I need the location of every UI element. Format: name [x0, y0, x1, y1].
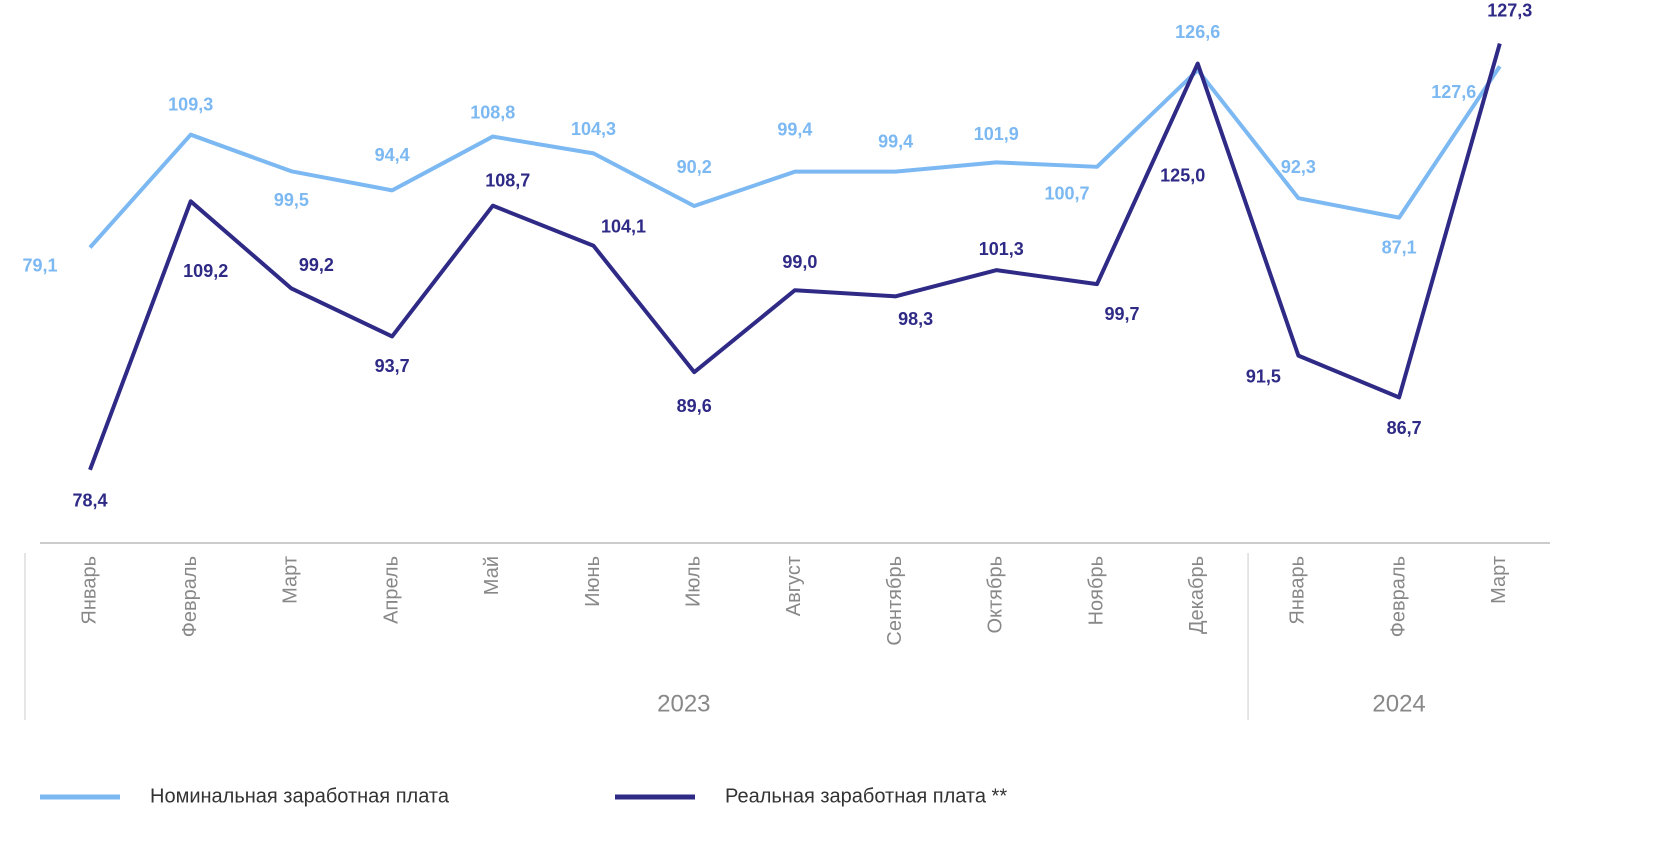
data-label: 93,7: [375, 356, 410, 376]
data-label: 127,3: [1487, 0, 1532, 20]
x-tick-label: Январь: [1287, 556, 1309, 625]
x-tick-label: Сентябрь: [884, 556, 906, 646]
x-tick-label: Ноябрь: [1085, 556, 1107, 625]
data-label: 94,4: [375, 145, 410, 165]
data-label: 104,3: [571, 119, 616, 139]
data-label: 99,5: [274, 190, 309, 210]
data-label: 99,7: [1104, 304, 1139, 324]
data-label: 100,7: [1044, 184, 1089, 204]
x-tick-label: Май: [481, 556, 503, 595]
data-label: 79,1: [22, 255, 57, 275]
x-tick-label: Август: [783, 556, 805, 616]
data-label: 99,4: [878, 131, 913, 151]
data-label: 101,9: [974, 124, 1019, 144]
x-tick-label: Январь: [78, 556, 100, 625]
legend-label: Номинальная заработная плата: [150, 785, 450, 807]
series-line: [88, 65, 1502, 249]
data-label: 109,2: [183, 261, 228, 281]
data-label: 104,1: [601, 217, 646, 237]
x-tick-label: Декабрь: [1186, 556, 1208, 634]
data-label: 91,5: [1246, 366, 1281, 386]
x-tick-label: Июнь: [582, 556, 604, 607]
data-label: 108,8: [470, 102, 515, 122]
legend-label: Реальная заработная плата **: [725, 785, 1007, 807]
data-label: 126,6: [1175, 22, 1220, 42]
data-label: 89,6: [677, 396, 712, 416]
data-label: 99,0: [782, 252, 817, 272]
data-label: 78,4: [72, 491, 107, 511]
x-tick-label: Апрель: [380, 556, 402, 624]
x-tick-label: Июль: [682, 556, 704, 607]
data-label: 87,1: [1382, 237, 1417, 257]
data-label: 90,2: [677, 157, 712, 177]
x-tick-label: Февраль: [1387, 556, 1409, 637]
year-label: 2024: [1372, 690, 1425, 717]
series-line: [88, 42, 1502, 471]
x-tick-label: Февраль: [179, 556, 201, 637]
year-label: 2023: [657, 690, 710, 717]
data-label: 98,3: [898, 309, 933, 329]
data-label: 108,7: [485, 170, 530, 190]
x-tick-label: Октябрь: [985, 556, 1007, 634]
data-label: 127,6: [1431, 82, 1476, 102]
data-label: 92,3: [1281, 157, 1316, 177]
x-tick-label: Март: [1488, 556, 1510, 604]
data-label: 101,3: [979, 239, 1024, 259]
data-label: 99,2: [299, 255, 334, 275]
data-label: 86,7: [1387, 418, 1422, 438]
data-label: 125,0: [1160, 165, 1205, 185]
x-tick-label: Март: [280, 556, 302, 604]
data-label: 99,4: [777, 119, 812, 139]
data-label: 109,3: [168, 94, 213, 114]
